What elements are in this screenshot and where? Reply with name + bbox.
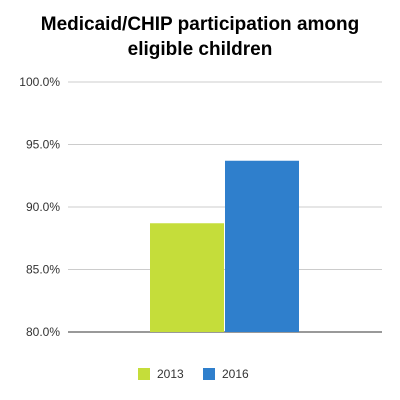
- y-tick-label: 85.0%: [26, 263, 60, 277]
- legend: 2013 2016: [138, 367, 249, 381]
- legend-swatch-2013: [138, 368, 150, 380]
- legend-swatch-2016: [203, 368, 215, 380]
- y-tick-label: 95.0%: [26, 138, 60, 152]
- y-tick-label: 100.0%: [19, 75, 60, 89]
- legend-label-2013: 2013: [157, 367, 184, 381]
- bar-2013: [150, 223, 224, 332]
- chart-title-line-2: eligible children: [127, 39, 273, 60]
- chart-title-line-1: Medicaid/CHIP participation among: [40, 14, 360, 35]
- y-axis-tick-labels: 80.0% 85.0% 90.0% 95.0% 100.0%: [19, 75, 60, 339]
- legend-label-2016: 2016: [222, 367, 249, 381]
- y-tick-label: 90.0%: [26, 200, 60, 214]
- chart-title: Medicaid/CHIP participation among eligib…: [0, 12, 400, 62]
- y-tick-label: 80.0%: [26, 325, 60, 339]
- bar-2016: [225, 160, 299, 332]
- bars: [150, 160, 299, 332]
